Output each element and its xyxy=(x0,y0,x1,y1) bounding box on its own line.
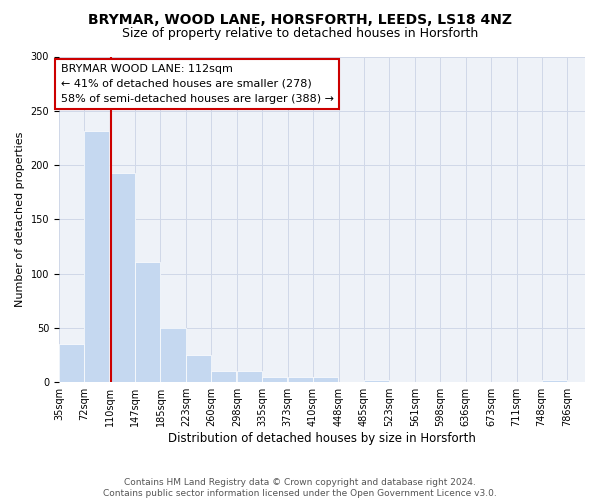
Text: BRYMAR WOOD LANE: 112sqm
← 41% of detached houses are smaller (278)
58% of semi-: BRYMAR WOOD LANE: 112sqm ← 41% of detach… xyxy=(61,64,334,104)
Bar xyxy=(59,344,84,382)
Bar xyxy=(542,380,567,382)
Bar xyxy=(110,172,135,382)
Bar xyxy=(160,328,185,382)
Text: Size of property relative to detached houses in Horsforth: Size of property relative to detached ho… xyxy=(122,28,478,40)
Text: BRYMAR, WOOD LANE, HORSFORTH, LEEDS, LS18 4NZ: BRYMAR, WOOD LANE, HORSFORTH, LEEDS, LS1… xyxy=(88,12,512,26)
Bar xyxy=(84,132,109,382)
Bar xyxy=(288,377,313,382)
Bar xyxy=(135,262,160,382)
Y-axis label: Number of detached properties: Number of detached properties xyxy=(15,132,25,307)
Bar xyxy=(364,380,389,382)
Bar xyxy=(262,377,287,382)
Bar xyxy=(237,372,262,382)
Bar xyxy=(186,355,211,382)
Bar xyxy=(211,372,236,382)
X-axis label: Distribution of detached houses by size in Horsforth: Distribution of detached houses by size … xyxy=(168,432,476,445)
Bar xyxy=(313,377,338,382)
Text: Contains HM Land Registry data © Crown copyright and database right 2024.
Contai: Contains HM Land Registry data © Crown c… xyxy=(103,478,497,498)
